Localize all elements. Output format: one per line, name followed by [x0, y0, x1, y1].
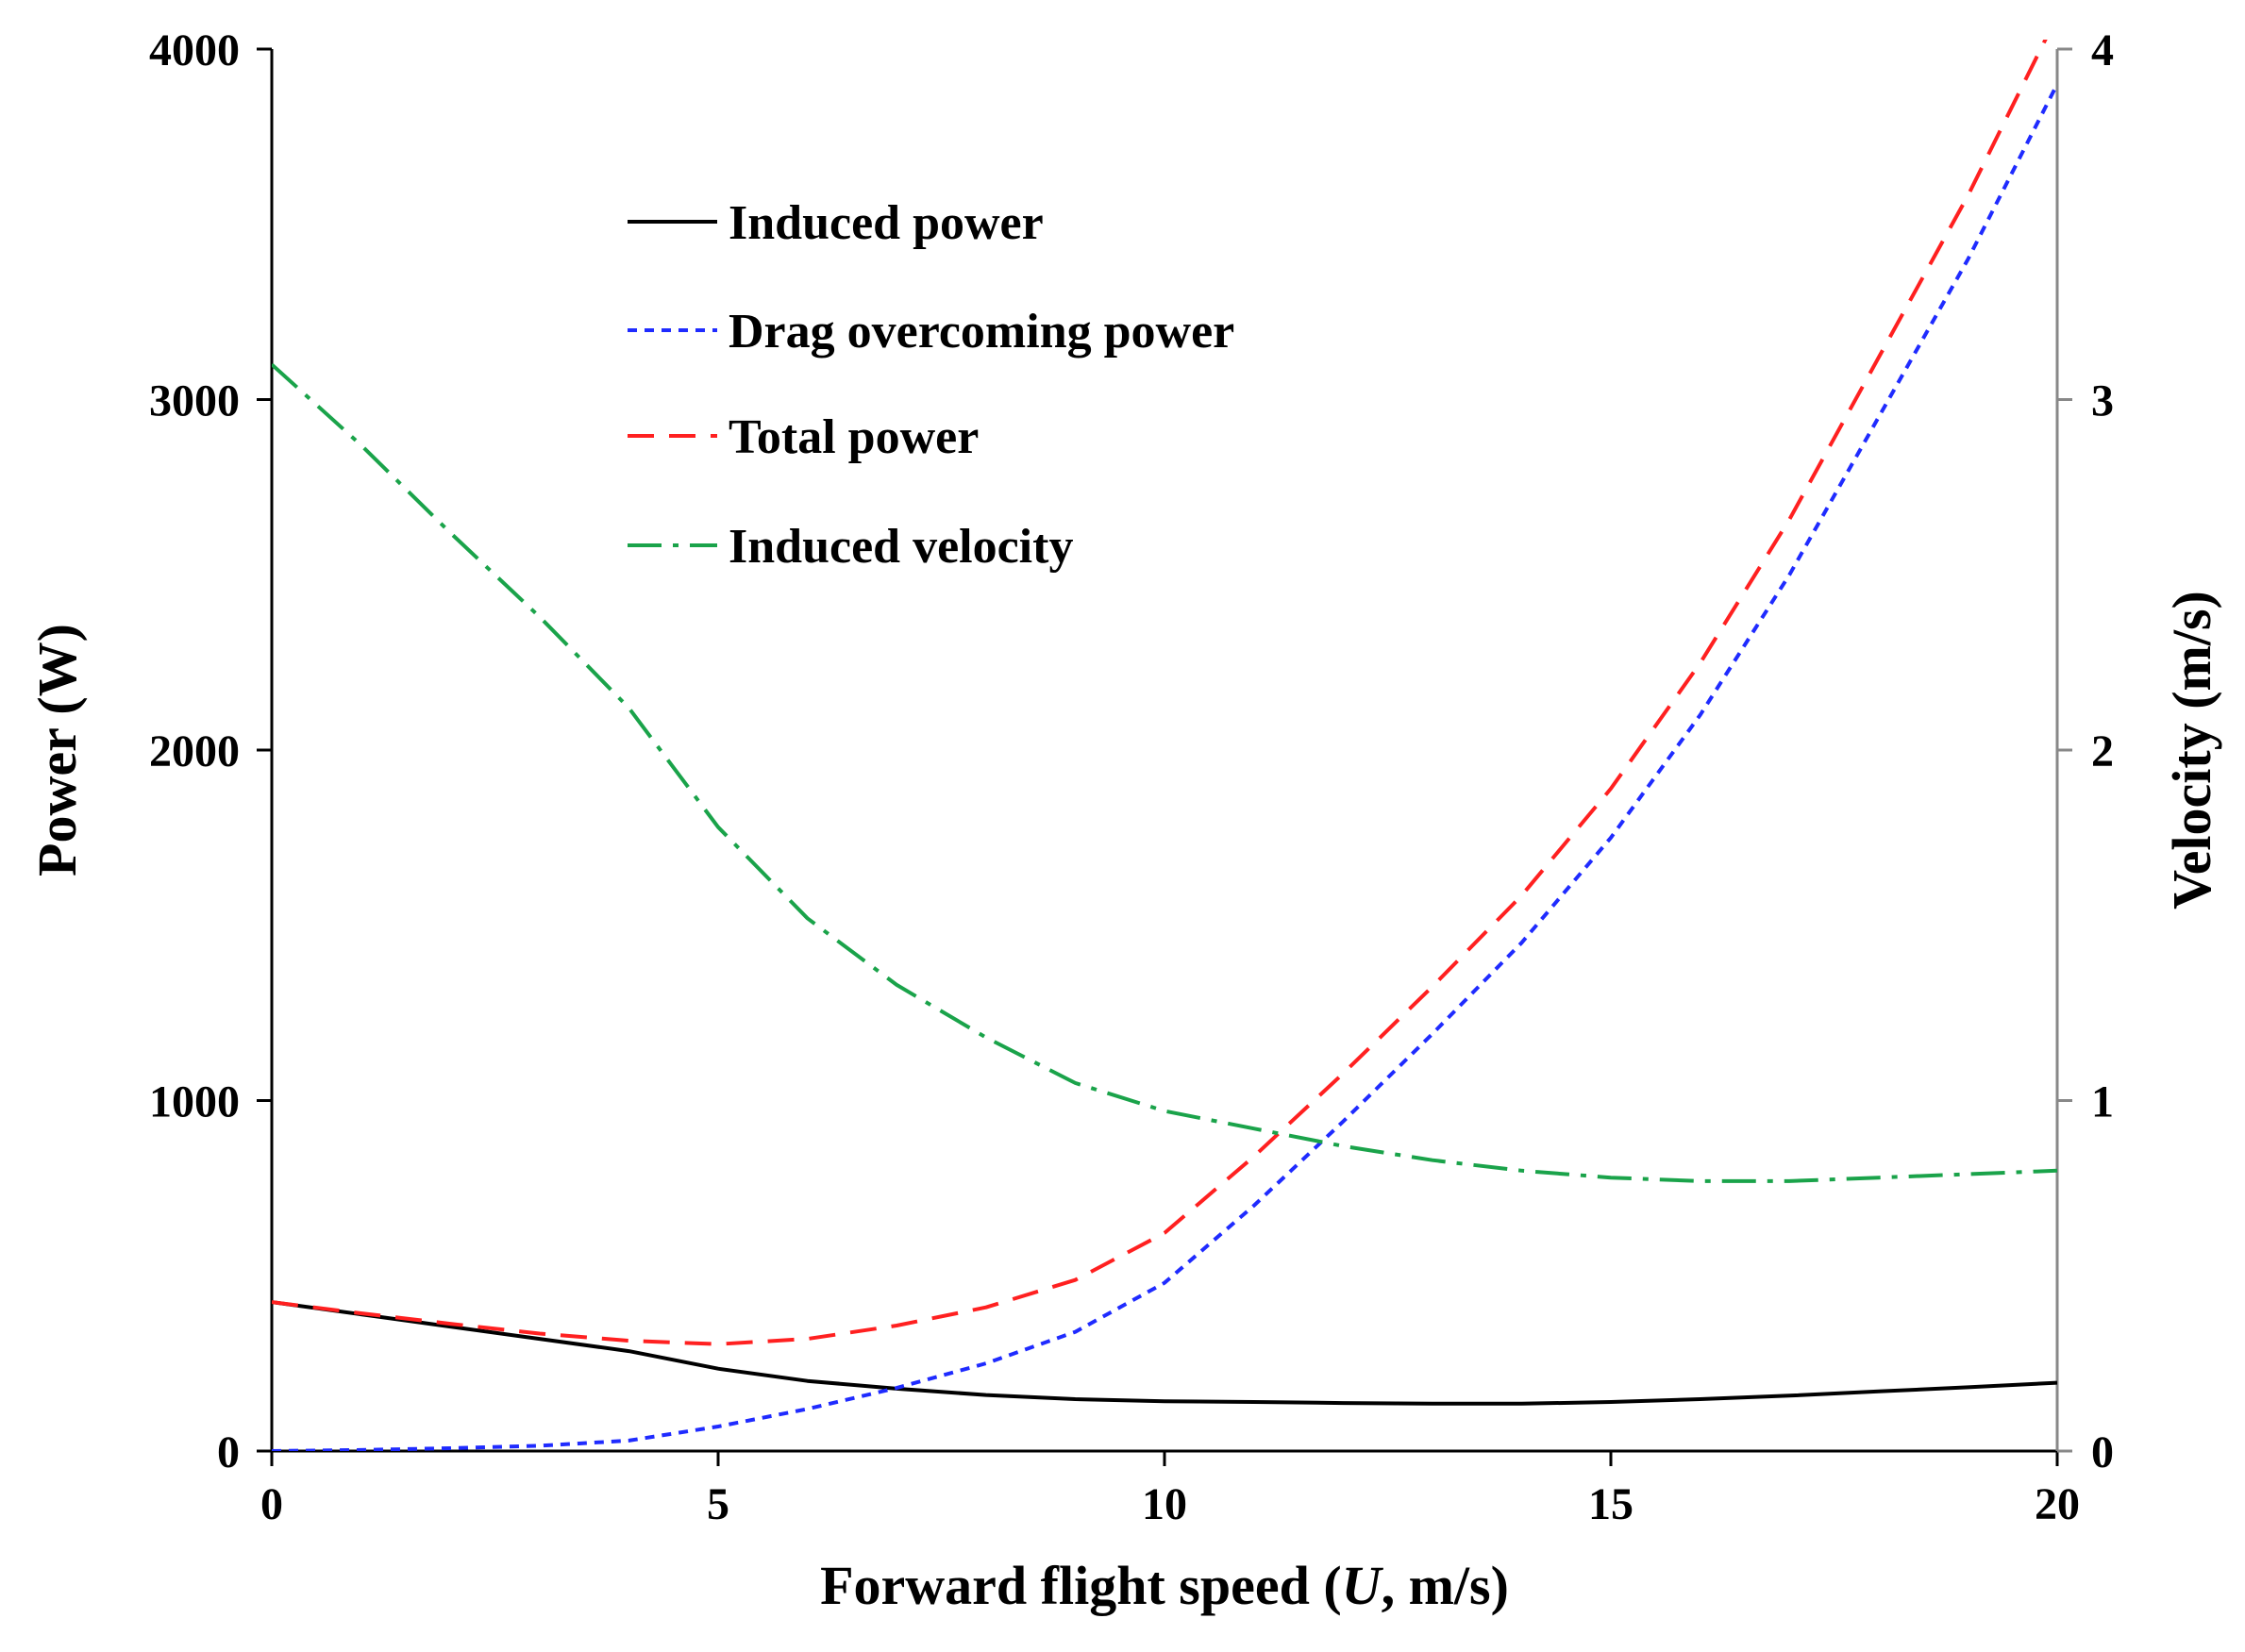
x-axis-title-part-3: , m/s) — [1382, 1555, 1509, 1616]
legend: Induced power Drag overcoming power Total … — [628, 196, 1234, 574]
series-line-induced-power — [272, 1300, 2057, 1406]
x-tick-label: 15 — [1588, 1479, 1633, 1529]
x-tick-label: 10 — [1142, 1479, 1187, 1529]
y-right-tick-label: 2 — [2091, 726, 2114, 776]
y-left-tick-label: 2000 — [149, 726, 240, 776]
y-axis-left-title: Power (W) — [26, 624, 88, 876]
x-tick-label: 20 — [2035, 1479, 2080, 1529]
y-left-tick-label: 4000 — [149, 25, 240, 75]
y-right-tick-label: 3 — [2091, 376, 2114, 426]
y-left-tick-label: 0 — [217, 1427, 240, 1477]
y-right-tick-label: 0 — [2091, 1427, 2114, 1477]
x-tick-label: 0 — [260, 1479, 283, 1529]
x-tick-label: 5 — [707, 1479, 729, 1529]
legend-label-induced-velocity: Induced velocity — [729, 520, 1073, 574]
series-line-drag-overcoming-power — [272, 83, 2057, 1451]
x-axis-title-part-1: Forward flight speed ( — [820, 1555, 1342, 1616]
y-axis-right-title: Velocity (m/s) — [2161, 591, 2222, 909]
y-left-tick-label: 1000 — [149, 1077, 240, 1127]
y-right-tick-label: 4 — [2091, 25, 2114, 75]
x-axis-title-part-2: U — [1342, 1555, 1384, 1616]
legend-label-induced-power: Induced power — [729, 196, 1044, 250]
legend-label-drag-overcoming-power: Drag overcoming power — [729, 305, 1234, 359]
y-left-tick-label: 3000 — [149, 376, 240, 426]
y-right-tick-label: 1 — [2091, 1077, 2114, 1127]
series-line-total-power — [272, 40, 2048, 1346]
legend-label-total-power: Total power — [729, 410, 979, 464]
x-axis-title: Forward flight speed (U, m/s) — [820, 1555, 1509, 1616]
series-layer — [272, 40, 2057, 1451]
